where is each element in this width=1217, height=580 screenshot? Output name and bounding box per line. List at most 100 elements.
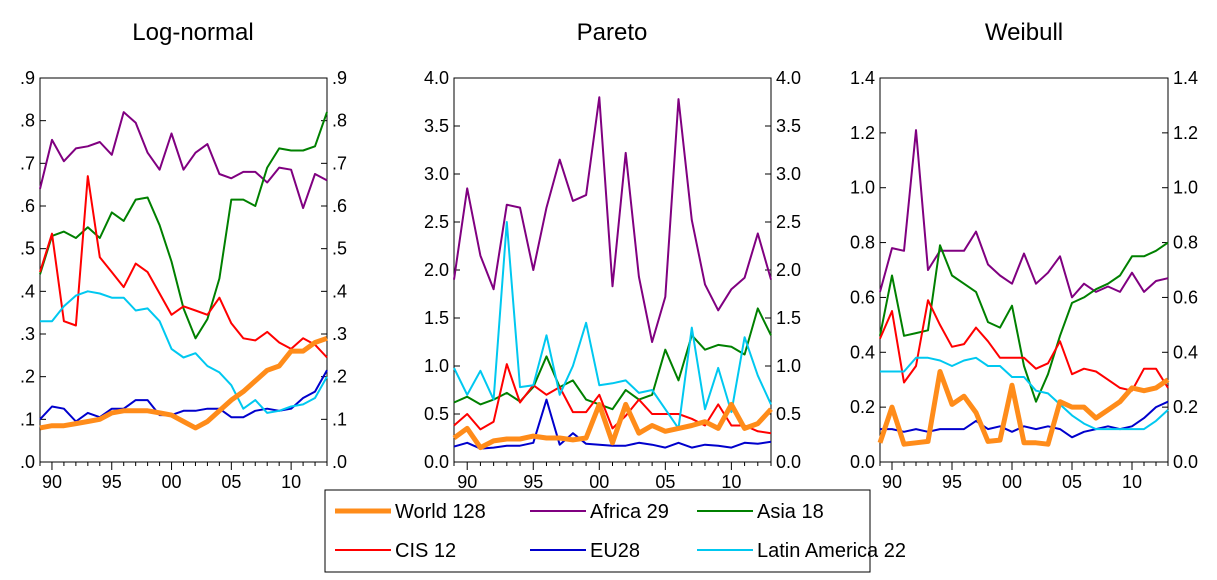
- y-tick-label-right: 2.0: [776, 260, 801, 280]
- plot-frame: [453, 77, 772, 463]
- x-tick-label: 10: [1122, 472, 1142, 492]
- series-line-world-128: [877, 369, 1170, 447]
- legend-label: CIS 12: [395, 540, 456, 562]
- y-tick-label-right: 1.0: [1173, 178, 1198, 198]
- y-tick-label-left: 3.5: [424, 116, 449, 136]
- series-line-asia-18: [453, 307, 772, 411]
- x-tick-label: 00: [589, 472, 609, 492]
- x-tick-label: 10: [721, 472, 741, 492]
- y-tick-label-right: 0.0: [1173, 452, 1198, 472]
- y-tick-label-left: 2.5: [424, 212, 449, 232]
- legend-label: Africa 29: [590, 501, 669, 523]
- y-tick-label-right: .9: [332, 68, 347, 88]
- series-line-asia-18: [879, 241, 1169, 403]
- y-tick-label-right: 3.5: [776, 116, 801, 136]
- y-tick-label-left: 4.0: [424, 68, 449, 88]
- y-tick-label-right: .7: [332, 153, 347, 173]
- y-tick-label-left: .2: [20, 367, 35, 387]
- legend-box: [324, 489, 871, 573]
- series-line-africa-29: [453, 96, 772, 343]
- y-tick-label-left: .0: [20, 452, 35, 472]
- x-tick-label: 00: [1002, 472, 1022, 492]
- x-tick-label: 00: [162, 472, 182, 492]
- series-line-africa-29: [39, 111, 328, 210]
- y-tick-label-left: 1.4: [850, 68, 875, 88]
- legend: World 128 Africa 29 Asia 18 CIS 12 EU28 Latin…: [324, 489, 906, 573]
- panel-weibull: Weibull 0.0 0.0 0.2 0.2 0.4 0.4 0.6 0.6 0.8 0.8 1.…: [850, 19, 1198, 492]
- y-tick-label-left: .4: [20, 281, 35, 301]
- x-tick-label: 05: [221, 472, 241, 492]
- chart-title: Weibull: [985, 19, 1063, 46]
- y-tick-label-left: 0.8: [850, 233, 875, 253]
- y-tick-label-right: 0.6: [1173, 287, 1198, 307]
- panel-log-normal: Log-normal .0 .0 .1 .1 .2 .2 .3 .3 .4 .4 .5 .5 .6 .6.…: [20, 19, 347, 492]
- y-tick-label-right: 0.2: [1173, 397, 1198, 417]
- chart-title: Log-normal: [132, 19, 253, 46]
- series-line-latin-america-22: [880, 356, 1169, 431]
- y-tick-label-right: 0.5: [776, 404, 801, 424]
- y-tick-label-right: .0: [332, 452, 347, 472]
- x-tick-label: 95: [102, 472, 122, 492]
- y-tick-label-left: .6: [20, 196, 35, 216]
- x-tick-label: 90: [42, 472, 62, 492]
- x-tick-label: 05: [1062, 472, 1082, 492]
- y-tick-label-right: 1.5: [776, 308, 801, 328]
- series-line-world-128: [39, 335, 328, 431]
- plot-frame: [879, 77, 1169, 463]
- y-tick-label-right: 0.0: [776, 452, 801, 472]
- y-tick-label-left: 3.0: [424, 164, 449, 184]
- y-tick-label-left: 0.5: [424, 404, 449, 424]
- y-tick-label-left: 1.0: [424, 356, 449, 376]
- series-line-asia-18: [39, 111, 328, 340]
- series-line-cis-12: [39, 175, 328, 359]
- y-tick-label-left: 0.0: [850, 452, 875, 472]
- y-tick-label-right: .5: [332, 239, 347, 259]
- series-line-eu28: [39, 369, 328, 423]
- y-tick-label-right: 1.2: [1173, 123, 1198, 143]
- series-line-cis-12: [453, 363, 772, 435]
- x-tick-label: 90: [882, 472, 902, 492]
- series-line-africa-29: [879, 129, 1169, 299]
- y-tick-label-left: .1: [20, 409, 35, 429]
- series-line-latin-america-22: [453, 221, 772, 430]
- y-tick-label-left: .7: [20, 153, 35, 173]
- y-tick-label-left: 0.0: [424, 452, 449, 472]
- series-line-world-128: [452, 401, 773, 451]
- y-tick-label-right: .6: [332, 196, 347, 216]
- y-tick-label-right: .4: [332, 281, 347, 301]
- y-tick-label-right: 0.8: [1173, 233, 1198, 253]
- y-tick-label-right: 0.4: [1173, 342, 1198, 362]
- series-line-latin-america-22: [40, 290, 328, 414]
- panel-pareto: Pareto 0.0 0.0 0.5 0.5 1.0 1.0 1.5 1.5 2.0 2.0 2.5…: [424, 19, 801, 492]
- legend-label: Asia 18: [757, 501, 824, 523]
- y-tick-label-left: .3: [20, 324, 35, 344]
- y-tick-label-left: 1.5: [424, 308, 449, 328]
- y-tick-label-left: .5: [20, 239, 35, 259]
- y-tick-label-left: 2.0: [424, 260, 449, 280]
- y-tick-label-right: 1.4: [1173, 68, 1198, 88]
- legend-label: Latin America 22: [757, 540, 906, 562]
- y-tick-label-left: 0.4: [850, 342, 875, 362]
- chart-title: Pareto: [577, 19, 648, 46]
- y-tick-label-left: 0.2: [850, 397, 875, 417]
- x-tick-label: 10: [281, 472, 301, 492]
- legend-label: World 128: [395, 501, 486, 523]
- y-tick-label-left: 1.2: [850, 123, 875, 143]
- y-tick-label-left: .9: [20, 68, 35, 88]
- y-tick-label-right: .2: [332, 367, 347, 387]
- series-line-cis-12: [879, 299, 1169, 392]
- y-tick-label-right: .3: [332, 324, 347, 344]
- x-tick-label: 95: [523, 472, 543, 492]
- y-tick-label-right: 3.0: [776, 164, 801, 184]
- series-line-eu28: [453, 398, 772, 450]
- legend-label: EU28: [590, 540, 640, 562]
- x-tick-label: 90: [457, 472, 477, 492]
- y-tick-label-left: 1.0: [850, 178, 875, 198]
- plot-frame: [39, 77, 328, 463]
- x-tick-label: 05: [655, 472, 675, 492]
- y-tick-label-left: .8: [20, 111, 35, 131]
- y-tick-label-right: 2.5: [776, 212, 801, 232]
- y-tick-label-left: 0.6: [850, 287, 875, 307]
- y-tick-label-right: .8: [332, 111, 347, 131]
